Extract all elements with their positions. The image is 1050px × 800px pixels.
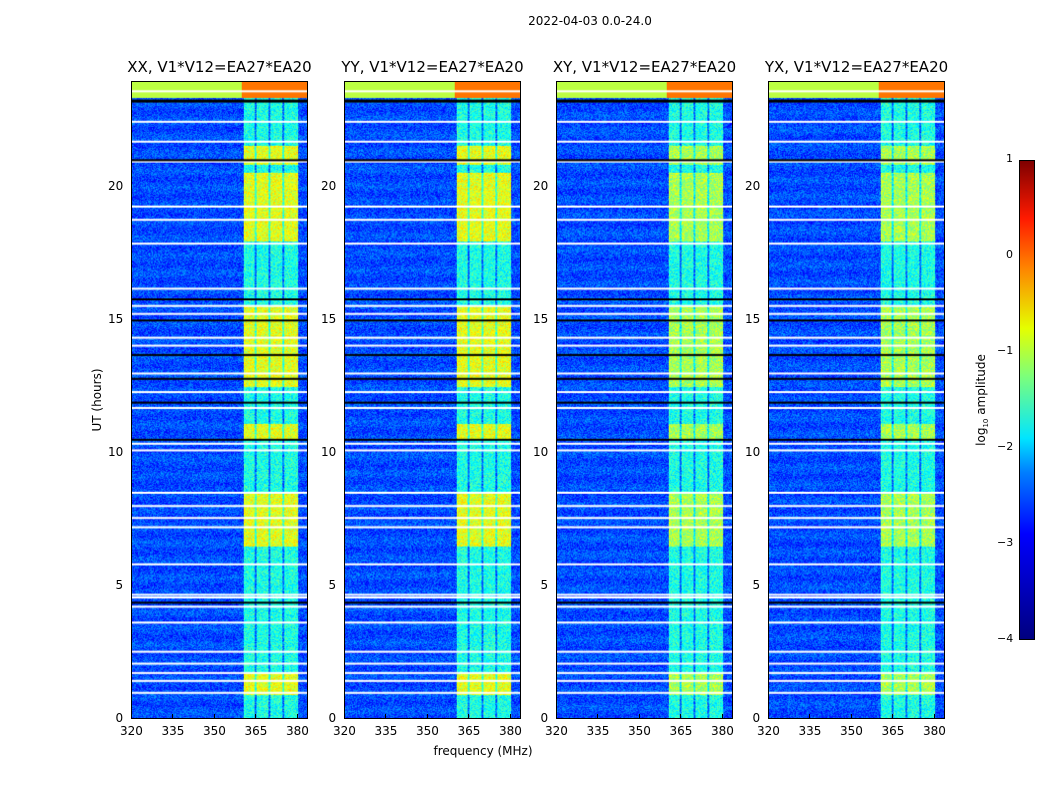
x-tick-mark [597,714,599,719]
x-tick-label: 380 [922,724,946,738]
x-tick-label: 365 [457,724,481,738]
x-tick-mark [680,714,682,719]
colorbar-tick-label: −1 [997,344,1014,357]
y-tick-label: 5 [115,578,124,593]
x-tick-label: 350 [839,724,863,738]
y-tick-label: 20 [108,179,124,194]
y-tick-label: 0 [328,711,337,725]
x-tick-label: 320 [757,724,780,738]
x-tick-label: 380 [498,724,522,738]
colorbar-tick-label: 1 [1006,152,1013,165]
x-tick-mark [172,714,174,719]
x-tick-mark [638,714,640,719]
y-tick-label: 10 [533,445,549,460]
y-tick-label: 10 [108,445,124,460]
y-tick-label: 20 [533,179,549,194]
colorbar-tick-label: −2 [997,440,1014,453]
panel-title: YY, V1*V12=EA27*EA20 [341,58,524,76]
x-tick-label: 350 [627,724,651,738]
x-axis-label: frequency (MHz) [433,744,533,758]
y-tick-label: 5 [540,578,549,593]
x-tick-mark [509,714,511,719]
x-tick-label: 350 [415,724,439,738]
x-tick-mark [768,714,769,719]
colorbar-tick-label: 0 [1006,248,1013,261]
x-tick-mark [344,714,345,719]
heatmap-panel [556,81,733,719]
heatmap-image [557,82,732,718]
y-tick-label: 20 [321,179,337,194]
y-tick-label: 5 [328,578,337,593]
y-tick-label: 10 [745,445,761,460]
x-tick-label: 380 [285,724,309,738]
x-tick-mark [426,714,428,719]
x-tick-mark [850,714,852,719]
x-tick-mark [385,714,387,719]
x-tick-label: 335 [586,724,610,738]
x-tick-label: 335 [161,724,185,738]
heatmap-image [132,82,307,718]
heatmap-image [769,82,944,718]
panel-title: YX, V1*V12=EA27*EA20 [764,58,949,76]
heatmap-panel [768,81,945,719]
y-tick-label: 15 [745,312,761,327]
figure-title: 2022-04-03 0.0-24.0 [528,14,652,28]
x-tick-label: 365 [669,724,693,738]
x-tick-mark [721,714,723,719]
y-tick-label: 15 [533,312,549,327]
x-tick-mark [892,714,894,719]
y-tick-label: 0 [115,711,124,725]
x-tick-mark [255,714,257,719]
heatmap-image [345,82,520,718]
x-tick-label: 365 [244,724,268,738]
heatmap-panel [344,81,521,719]
colorbar-tick-label: −3 [997,536,1014,549]
x-tick-label: 350 [202,724,226,738]
x-tick-label: 365 [881,724,905,738]
colorbar-tick-label: −4 [997,632,1014,645]
x-tick-mark [213,714,215,719]
x-tick-mark [131,714,132,719]
x-tick-label: 320 [120,724,143,738]
x-tick-label: 335 [374,724,398,738]
x-tick-label: 335 [798,724,822,738]
x-tick-mark [556,714,557,719]
panel-title: XY, V1*V12=EA27*EA20 [552,58,737,76]
x-tick-mark [468,714,470,719]
y-axis-label: UT (hours) [90,368,104,432]
colorbar-label: log10 amplitude [973,354,991,446]
y-tick-label: 15 [321,312,337,327]
y-tick-label: 15 [108,312,124,327]
colorbar [1019,160,1035,640]
y-tick-label: 0 [752,711,761,725]
x-tick-mark [809,714,811,719]
y-tick-label: 10 [321,445,337,460]
y-tick-label: 20 [745,179,761,194]
x-tick-label: 320 [545,724,568,738]
x-tick-label: 380 [710,724,734,738]
heatmap-panel [131,81,308,719]
x-tick-label: 320 [333,724,356,738]
y-tick-label: 0 [540,711,549,725]
panel-title: XX, V1*V12=EA27*EA20 [127,58,312,76]
x-tick-mark [933,714,935,719]
x-tick-mark [296,714,298,719]
y-tick-label: 5 [752,578,761,593]
